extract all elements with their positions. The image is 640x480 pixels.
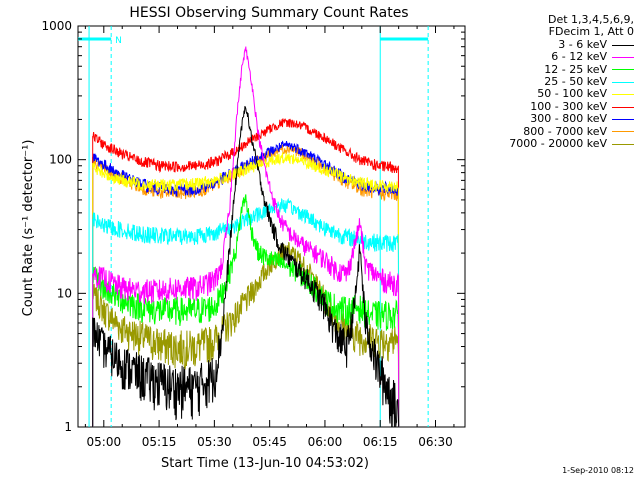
y-tick-label: 100	[49, 153, 72, 167]
series-line	[92, 46, 400, 428]
series-line	[92, 118, 400, 428]
x-tick-label: 05:30	[197, 435, 232, 449]
y-tick-label: 10	[57, 286, 72, 300]
legend-swatch	[612, 143, 634, 145]
legend-swatch	[612, 81, 634, 83]
chart-title: HESSI Observing Summary Count Rates	[129, 5, 408, 21]
plot-frame	[77, 25, 466, 428]
legend-entry: 12 - 25 keV	[470, 62, 634, 76]
x-tick-label: 05:15	[142, 435, 177, 449]
legend-label: 25 - 50 keV	[544, 75, 607, 89]
x-tick-label: 05:00	[87, 435, 122, 449]
series-line	[92, 105, 400, 428]
legend-header-line-1: Det 1,3,4,5,6,9,	[547, 13, 634, 26]
legend-label: 100 - 300 keV	[530, 99, 607, 113]
legend-swatch	[612, 69, 634, 71]
legend-swatch	[612, 94, 634, 96]
series-line	[92, 197, 400, 428]
series-line	[92, 194, 400, 428]
y-axis-label: Count Rate (s⁻¹ detector⁻¹)	[21, 140, 36, 317]
series-line	[92, 152, 400, 428]
legend: Det 1,3,4,5,6,9, FDecim 1, Att 0 3 - 6 k…	[470, 13, 634, 151]
legend-entry: 3 - 6 keV	[470, 37, 634, 51]
legend-swatch	[612, 56, 634, 58]
legend-entry: 25 - 50 keV	[470, 75, 634, 89]
legend-entry: 6 - 12 keV	[470, 50, 634, 64]
x-tick-label: 05:45	[252, 435, 287, 449]
legend-label: 300 - 800 keV	[530, 112, 607, 126]
legend-label: 800 - 7000 keV	[523, 124, 607, 138]
legend-label: 3 - 6 keV	[558, 37, 607, 51]
legend-label: 12 - 25 keV	[544, 62, 607, 76]
plot-timestamp: 1-Sep-2010 08:12	[562, 466, 634, 475]
y-tick-label: 1	[64, 420, 72, 434]
x-tick-label: 06:15	[363, 435, 398, 449]
legend-entry: 300 - 800 keV	[470, 112, 634, 126]
legend-swatch	[612, 106, 634, 108]
legend-entry: 100 - 300 keV	[470, 99, 634, 113]
legend-label: 7000 - 20000 keV	[509, 137, 607, 151]
legend-label: 6 - 12 keV	[551, 50, 607, 64]
legend-label: 50 - 100 keV	[537, 87, 607, 101]
legend-swatch	[612, 118, 634, 120]
legend-swatch	[612, 131, 634, 133]
legend-entry: 7000 - 20000 keV	[470, 137, 634, 151]
x-tick-label: 06:30	[418, 435, 453, 449]
legend-entry: 800 - 7000 keV	[470, 124, 634, 138]
y-tick-label: 1000	[41, 19, 72, 33]
legend-entry: 50 - 100 keV	[470, 88, 634, 100]
series-line	[92, 242, 400, 428]
night-indicator-label: N	[115, 36, 122, 46]
x-axis-label: Start Time (13-Jun-10 04:53:02)	[161, 456, 369, 471]
legend-swatch	[612, 44, 634, 46]
legend-header-line-2: FDecim 1, Att 0	[548, 25, 634, 39]
x-tick-label: 06:00	[308, 435, 343, 449]
